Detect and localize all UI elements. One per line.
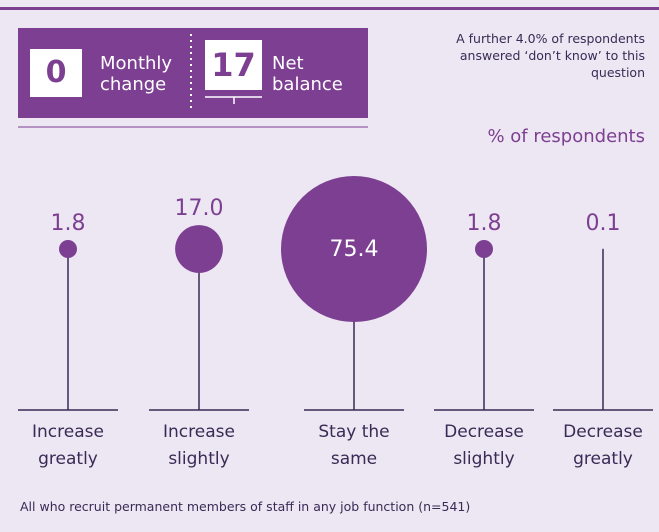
value-label: 1.8	[51, 211, 86, 236]
net-balance-label: Net balance	[272, 53, 343, 95]
category-label: Decrease slightly	[444, 422, 524, 469]
bubble	[602, 248, 604, 250]
top-rule	[0, 7, 659, 10]
value-label: 17.0	[175, 196, 224, 221]
value-label: 75.4	[330, 237, 379, 262]
bubble	[59, 240, 77, 258]
bubble	[175, 225, 223, 273]
monthly-change-value: 0	[30, 49, 82, 97]
category-label: Increase slightly	[163, 422, 235, 469]
axis-label: % of respondents	[487, 126, 645, 147]
monthly-change-label: Monthly change	[100, 53, 173, 95]
bubble	[281, 176, 427, 322]
value-label: 1.8	[467, 211, 502, 236]
bubble	[475, 240, 493, 258]
category-label: Decrease greatly	[563, 422, 643, 469]
note: A further 4.0% of respondents answered ‘…	[456, 31, 645, 80]
net-balance-value: 17	[205, 40, 262, 90]
category-label: Stay the same	[318, 422, 390, 469]
value-label: 0.1	[586, 211, 621, 236]
category-label: Increase greatly	[32, 422, 104, 469]
footnote: All who recruit permanent members of sta…	[20, 499, 471, 514]
